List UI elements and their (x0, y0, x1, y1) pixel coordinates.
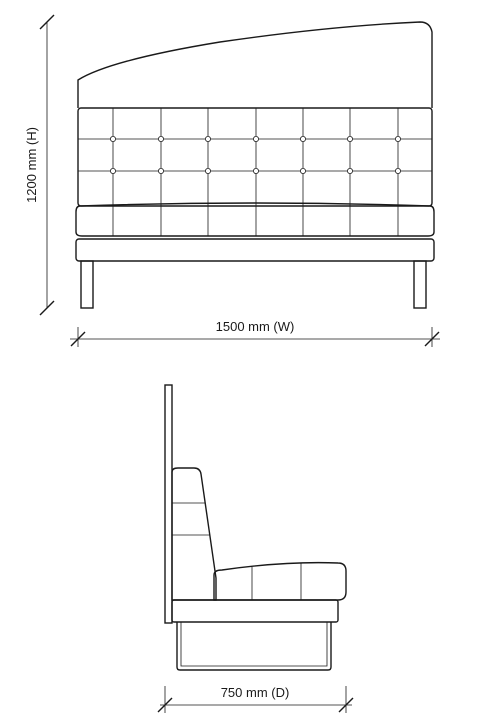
side-view (164, 384, 347, 671)
depth-dimension-tick-right (338, 697, 354, 713)
side-backrest-seams (172, 502, 210, 536)
width-dimension-tick-right (424, 331, 440, 347)
depth-dimension (157, 686, 354, 713)
height-label: 1200 mm (H) (24, 127, 39, 203)
side-seat-seams (251, 563, 302, 600)
height-dimension-tick-bottom (39, 300, 55, 316)
width-label: 1500 mm (W) (216, 319, 295, 334)
front-leg-right (413, 260, 427, 309)
depth-label: 750 mm (D) (221, 685, 290, 700)
width-dimension (70, 327, 440, 347)
side-back-panel (164, 384, 173, 624)
front-backrest-buttons (110, 135, 401, 174)
front-view (75, 21, 435, 309)
front-backrest-tufting (78, 108, 432, 206)
front-seat-cushion (75, 202, 435, 237)
side-base (171, 599, 339, 623)
depth-dimension-tick-left (157, 697, 173, 713)
side-backrest (171, 467, 217, 601)
front-back-panel (77, 21, 433, 108)
front-seat-cushion-seams (112, 206, 399, 236)
front-base (75, 238, 435, 262)
height-dimension-tick-top (39, 14, 55, 30)
width-dimension-tick-left (70, 331, 86, 347)
side-seat-cushion (213, 561, 347, 601)
side-sled-frame (176, 622, 332, 671)
front-backrest (77, 107, 433, 207)
height-dimension (39, 14, 55, 316)
front-leg-left (80, 260, 94, 309)
